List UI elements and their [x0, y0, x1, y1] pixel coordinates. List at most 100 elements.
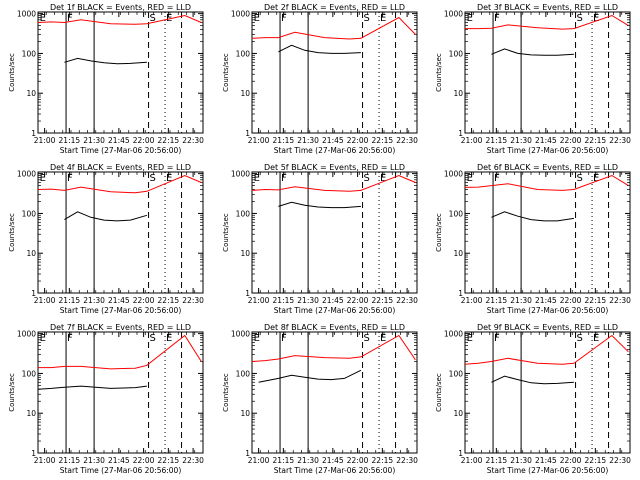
x-tick-label: 21:00	[248, 296, 270, 305]
x-tick-label: 21:00	[248, 136, 270, 145]
phase-marker-label: E	[166, 333, 172, 344]
x-tick-label: 21:00	[461, 296, 483, 305]
x-tick-label: 21:15	[486, 136, 508, 145]
phase-marker-label: E	[254, 13, 260, 24]
x-tick-label: 21:15	[59, 136, 81, 145]
x-tick-label: 21:00	[34, 296, 56, 305]
y-tick-label: 1000	[444, 170, 463, 179]
phase-marker-label: F	[494, 173, 500, 184]
plot-frame	[251, 331, 418, 454]
x-axis-label: Start Time (27-Mar-06 20:56:00)	[487, 306, 609, 315]
x-axis-label: Start Time (27-Mar-06 20:56:00)	[487, 466, 609, 475]
x-tick-label: 22:00	[347, 136, 369, 145]
chart-title: Det 7f BLACK = Events, RED = LLD	[50, 323, 191, 332]
events-series-line	[491, 211, 574, 222]
phase-marker-label: S	[577, 333, 583, 344]
y-tick-label: 10	[26, 249, 36, 258]
chart-panel: Det 2f BLACK = Events, RED = LLD 1 10 100 10…	[222, 3, 418, 155]
x-tick-label: 21:30	[83, 136, 105, 145]
events-series-line	[278, 44, 361, 54]
chart-panel: Det 7f BLACK = Events, RED = LLD 1 10 100 10…	[8, 323, 204, 475]
y-tick-label: 10	[240, 89, 250, 98]
x-tick-label: 21:00	[461, 136, 483, 145]
chart-title: Det 3f BLACK = Events, RED = LLD	[477, 3, 618, 12]
lld-series-line	[464, 174, 629, 191]
y-tick-label: 1	[31, 129, 36, 138]
lld-series-line	[464, 334, 629, 365]
plot-frame	[37, 331, 204, 454]
phase-marker-label: F	[494, 333, 500, 344]
y-tick-label: 100	[449, 369, 464, 378]
phase-marker-label: F	[67, 173, 73, 184]
phase-marker-label: S	[150, 173, 156, 184]
x-tick-label: 21:15	[273, 456, 295, 465]
plot-frame	[251, 11, 418, 134]
x-tick-label: 21:15	[486, 456, 508, 465]
phase-marker-label: S	[150, 333, 156, 344]
y-tick-label: 1	[31, 289, 36, 298]
y-tick-label: 1000	[17, 330, 36, 339]
x-tick-label: 22:30	[182, 296, 204, 305]
phase-marker-label: F	[281, 173, 287, 184]
phase-marker-label: S	[364, 333, 370, 344]
y-axis-label: Counts/sec	[8, 213, 16, 252]
phase-marker-label: E	[40, 333, 46, 344]
y-tick-label: 1	[458, 289, 463, 298]
y-tick-label: 100	[449, 49, 464, 58]
x-tick-label: 22:15	[372, 456, 394, 465]
y-tick-label: 1	[245, 289, 250, 298]
y-tick-label: 1000	[444, 10, 463, 19]
x-tick-label: 21:15	[59, 456, 81, 465]
plot-frame	[464, 331, 631, 454]
y-tick-label: 100	[22, 209, 37, 218]
x-tick-label: 21:15	[273, 296, 295, 305]
x-tick-label: 22:15	[585, 136, 607, 145]
lld-series-line	[38, 334, 202, 370]
y-tick-label: 100	[449, 209, 464, 218]
events-series-line	[491, 375, 574, 385]
events-series-line	[64, 57, 147, 65]
phase-marker-label: E	[467, 13, 473, 24]
phase-marker-label: E	[380, 173, 386, 184]
x-axis-label: Start Time (27-Mar-06 20:56:00)	[487, 146, 609, 155]
y-tick-label: 100	[22, 369, 37, 378]
phase-marker-label: F	[67, 333, 73, 344]
y-axis-label: Counts/sec	[222, 373, 230, 412]
x-tick-label: 21:00	[34, 456, 56, 465]
x-tick-label: 22:15	[585, 456, 607, 465]
x-tick-label: 22:15	[158, 296, 180, 305]
y-axis-label: Counts/sec	[8, 373, 16, 412]
x-tick-label: 22:00	[133, 456, 155, 465]
x-tick-label: 21:30	[297, 456, 319, 465]
phase-marker-label: F	[67, 13, 73, 24]
x-tick-label: 21:30	[510, 136, 532, 145]
phase-marker-label: E	[593, 173, 599, 184]
chart-panel: Det 1f BLACK = Events, RED = LLD 1 10 100 10…	[8, 3, 204, 155]
x-tick-label: 22:30	[396, 136, 418, 145]
phase-marker-label: S	[364, 173, 370, 184]
phase-marker-label: S	[577, 13, 583, 24]
phase-marker-label: E	[166, 173, 172, 184]
phase-marker-label: S	[577, 173, 583, 184]
lld-series-line	[251, 16, 416, 40]
x-tick-label: 21:45	[322, 296, 344, 305]
chart-title: Det 1f BLACK = Events, RED = LLD	[50, 3, 191, 12]
y-tick-label: 1	[245, 129, 250, 138]
x-tick-label: 22:15	[585, 296, 607, 305]
y-tick-label: 10	[453, 249, 463, 258]
events-series-line	[278, 201, 361, 209]
x-axis-label: Start Time (27-Mar-06 20:56:00)	[274, 306, 396, 315]
x-axis-label: Start Time (27-Mar-06 20:56:00)	[274, 466, 396, 475]
x-tick-label: 22:30	[396, 296, 418, 305]
x-tick-label: 21:15	[273, 136, 295, 145]
x-tick-label: 22:15	[158, 136, 180, 145]
y-tick-label: 10	[240, 409, 250, 418]
lld-series-line	[251, 334, 416, 362]
phase-marker-label: E	[593, 13, 599, 24]
x-tick-label: 22:30	[609, 296, 631, 305]
chart-title: Det 4f BLACK = Events, RED = LLD	[50, 163, 191, 172]
phase-marker-label: F	[281, 333, 287, 344]
chart-panel: Det 5f BLACK = Events, RED = LLD 1 10 100 10…	[222, 163, 418, 315]
y-axis-label: Counts/sec	[435, 213, 443, 252]
